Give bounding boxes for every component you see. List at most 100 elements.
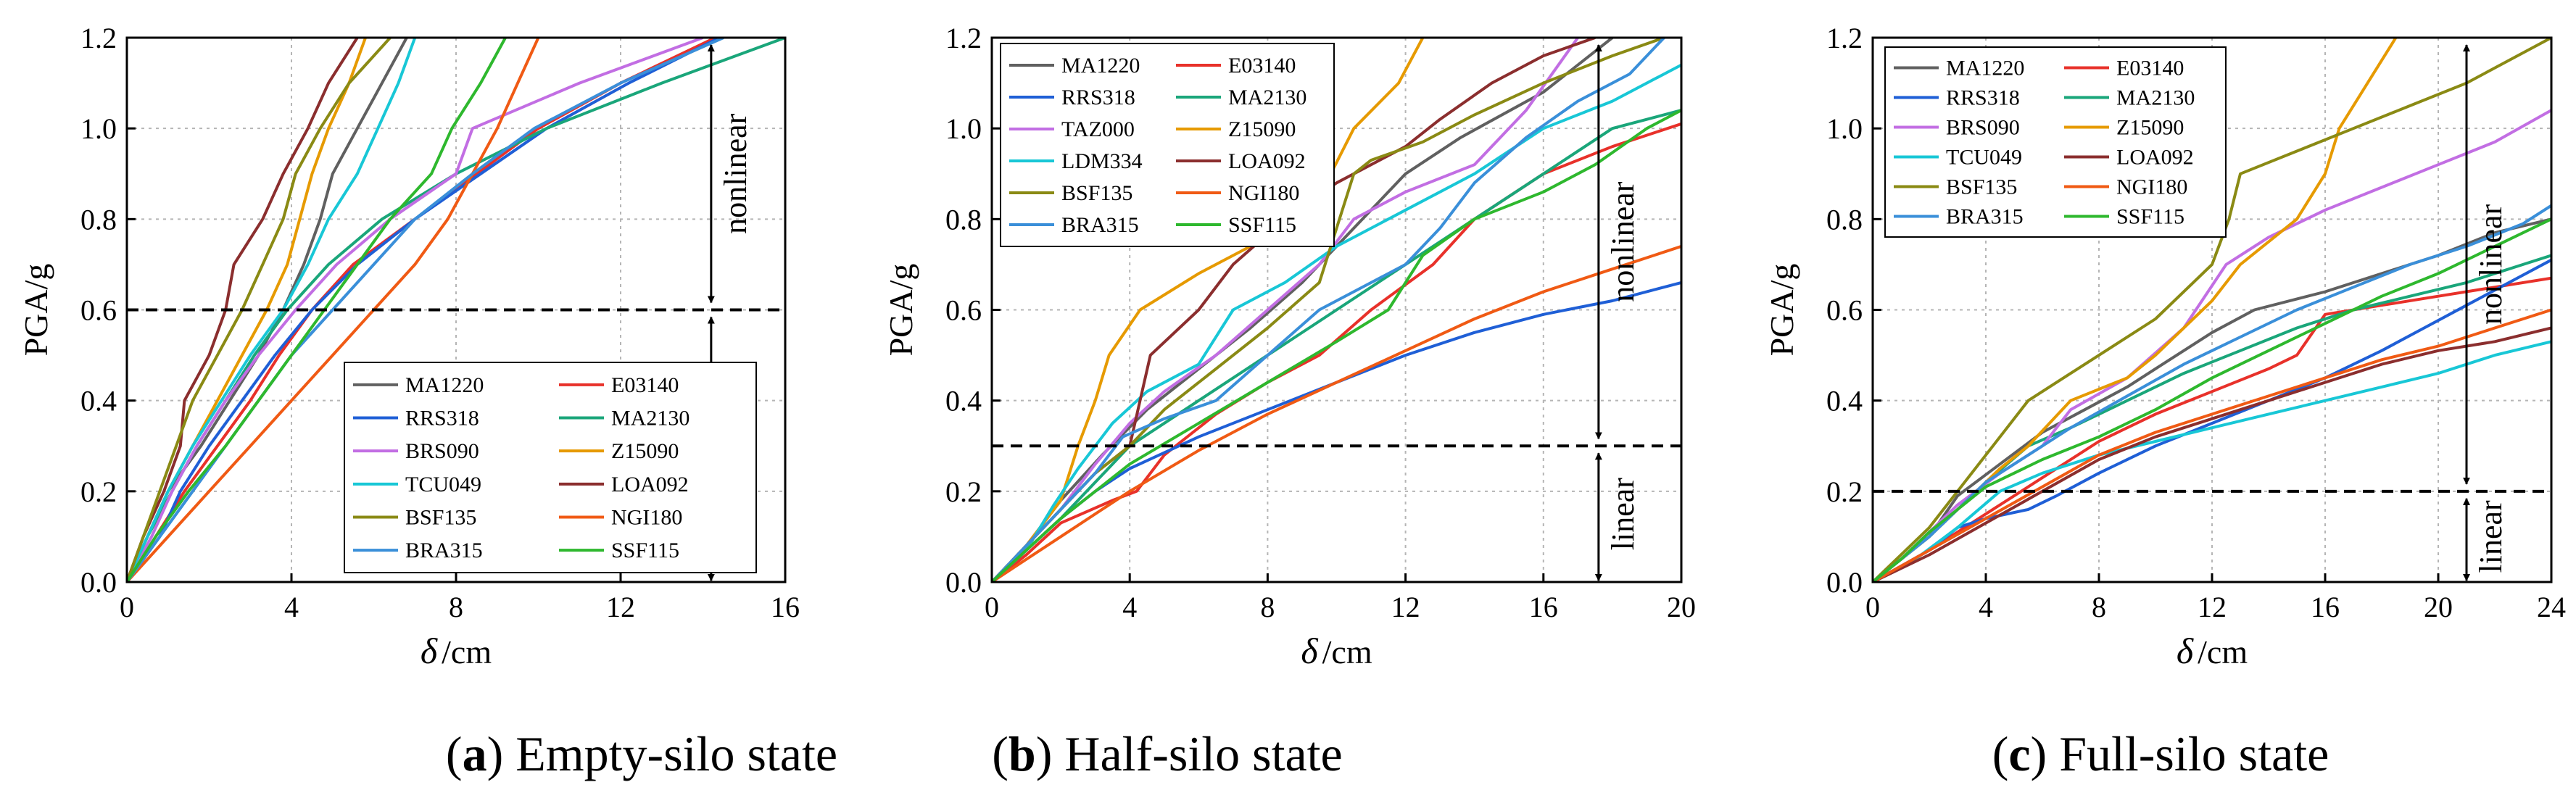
x-tick-label: 0 (120, 591, 134, 623)
legend-label: E03140 (1228, 54, 1296, 78)
legend: MA1220 E03140 RRS318 MA2130 BRS090 Z15090 TCU0… (1884, 46, 2227, 238)
zone-label-linear: linear (1605, 478, 1641, 551)
legend-label: Z15090 (1228, 117, 1296, 141)
y-tick-label: 1.2 (945, 22, 982, 54)
x-tick-label: 20 (1667, 591, 1696, 623)
y-tick-label: 0.4 (80, 385, 117, 417)
y-axis-title: PGA/g (1763, 264, 1800, 357)
legend-label: TAZ000 (1061, 117, 1135, 141)
series-line-LOA092 (1873, 326, 2551, 582)
x-tick-label: 4 (1979, 591, 1993, 623)
x-tick-label: 8 (449, 591, 463, 623)
caption-title: Half-silo state (1064, 726, 1342, 781)
panel-caption: (a) Empty-silo state (446, 726, 837, 781)
zone-label-nonlinear: nonlinear (1605, 181, 1641, 302)
series-line-RRS318 (1873, 258, 2551, 582)
y-tick-label: 1.2 (1826, 22, 1863, 54)
x-tick-label: 16 (2311, 591, 2340, 623)
legend-label: RRS318 (1061, 86, 1135, 109)
caption-title: Empty-silo state (515, 726, 837, 781)
x-tick-label: 12 (1391, 591, 1420, 623)
series-line-BRA315 (127, 38, 724, 582)
panel-caption: (c) Full-silo state (1992, 726, 2329, 781)
x-axis-unit: /cm (2198, 633, 2248, 670)
x-tick-label: 4 (284, 591, 299, 623)
y-tick-label: 0.6 (945, 294, 982, 327)
series-group (992, 38, 1681, 582)
series-line-BRA315 (992, 38, 1665, 582)
zone-label-nonlinear: nonlinear (718, 113, 753, 234)
x-tick-label: 4 (1122, 591, 1137, 623)
y-tick-label: 1.2 (80, 22, 117, 54)
y-tick-label: 0.2 (80, 475, 117, 508)
y-tick-label: 0.2 (945, 475, 982, 508)
y-tick-label: 0.0 (945, 566, 982, 599)
caption-paren-open: ( (1992, 726, 2009, 781)
legend-label: BSF135 (405, 506, 476, 530)
legend-label: MA2130 (1228, 86, 1306, 109)
series-line-BRS090 (1873, 109, 2551, 582)
y-tick-label: 1.0 (1826, 112, 1863, 145)
legend-label: SSF115 (1228, 213, 1296, 237)
y-tick-label: 0.8 (945, 203, 982, 236)
x-tick-label: 0 (985, 591, 999, 623)
series-line-BRS090 (127, 38, 704, 582)
x-axis-unit: /cm (442, 633, 492, 670)
y-tick-label: 0.4 (945, 385, 982, 417)
series-line-TCU049 (1873, 340, 2551, 582)
x-tick-label: 16 (1529, 591, 1558, 623)
legend-label: TCU049 (405, 473, 481, 496)
legend-label: RRS318 (1946, 86, 2020, 110)
legend-label: Z15090 (2116, 116, 2184, 140)
legend: MA1220 E03140 RRS318 MA2130 TAZ000 Z15090 LDM3… (1000, 43, 1335, 247)
caption-letter: b (1009, 726, 1036, 781)
y-axis-title: PGA/g (17, 264, 54, 357)
y-tick-label: 0.6 (80, 294, 117, 327)
legend-label: NGI180 (1228, 181, 1299, 205)
y-tick-label: 0.4 (1826, 385, 1863, 417)
caption-letter: c (2008, 726, 2030, 781)
caption-title: Full-silo state (2059, 726, 2329, 781)
series-line-NGI180 (992, 245, 1681, 582)
legend-label: BRA315 (405, 539, 483, 562)
legend-label: NGI180 (611, 506, 682, 530)
legend-label: MA2130 (611, 407, 689, 431)
legend-label: BSF135 (1061, 181, 1132, 205)
x-axis-symbol: δ (2177, 631, 2194, 671)
legend-label: MA1220 (1061, 54, 1140, 78)
panel-caption: (b) Half-silo state (992, 726, 1342, 781)
series-line-Z15090 (992, 38, 1425, 582)
y-tick-label: 0.0 (80, 566, 117, 599)
legend-label: BSF135 (1946, 175, 2017, 199)
y-tick-label: 0.2 (1826, 475, 1863, 508)
series-line-E03140 (1873, 276, 2551, 582)
legend-label: BRS090 (405, 439, 479, 463)
legend-label: TCU049 (1946, 146, 2022, 170)
x-tick-label: 12 (2198, 591, 2227, 623)
x-axis-unit: /cm (1322, 633, 1372, 670)
y-axis-title: PGA/g (882, 264, 919, 357)
y-tick-label: 0.6 (1826, 294, 1863, 327)
y-tick-label: 1.0 (945, 112, 982, 145)
series-group (1873, 38, 2551, 582)
caption-paren-open: ( (446, 726, 463, 781)
legend-box (344, 362, 757, 573)
x-tick-label: 12 (606, 591, 635, 623)
legend-label: MA2130 (2116, 86, 2195, 110)
legend-box (1884, 46, 2227, 238)
legend-label: BRA315 (1061, 213, 1139, 237)
x-axis-title: δ/cm (2177, 631, 2248, 671)
caption-letter: a (463, 726, 487, 781)
zone-label-linear: linear (2473, 500, 2509, 573)
legend-label: MA1220 (1946, 57, 2024, 80)
legend-label: NGI180 (2116, 175, 2187, 199)
legend-label: Z15090 (611, 439, 679, 463)
chart-panel-b: nonlinear linear 0 4 8 12 16 20 0.0 0.2 0.4 0.6 0.8 1… (882, 22, 1696, 781)
legend-label: BRS090 (1946, 116, 2020, 140)
x-tick-label: 24 (2537, 591, 2566, 623)
x-tick-label: 0 (1865, 591, 1880, 623)
legend-box (1000, 43, 1335, 247)
series-line-NGI180 (1873, 308, 2551, 582)
x-tick-label: 8 (1260, 591, 1275, 623)
